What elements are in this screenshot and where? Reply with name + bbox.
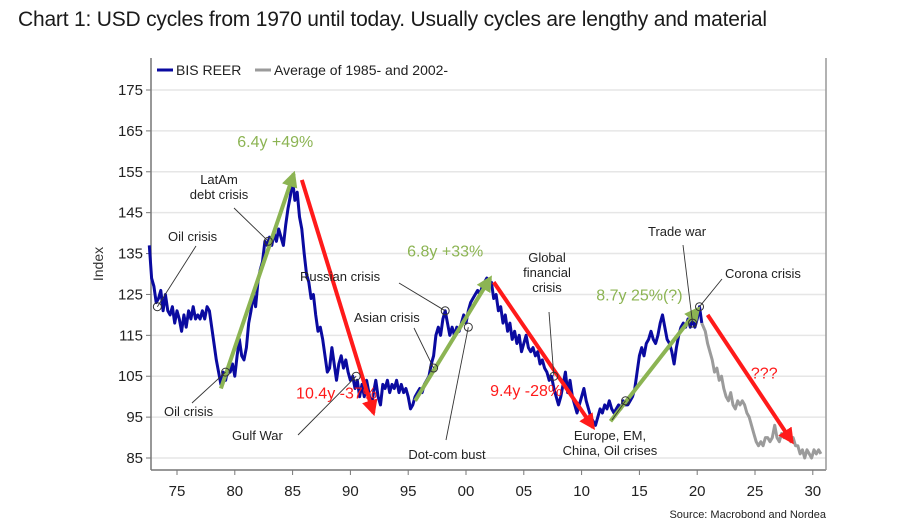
annotation-leader-line	[297, 375, 357, 436]
annotation-label: Gulf War	[232, 428, 283, 443]
downtrend-arrow	[492, 281, 595, 430]
y-tick-label: 115	[119, 327, 143, 344]
annotation-leader-line	[398, 282, 446, 312]
annotation-leader-line	[191, 371, 226, 404]
annotation-leader-line	[548, 311, 555, 377]
annotation-label: Russian crisis	[300, 269, 381, 284]
arrow-group: 6.4y +49% 10.4y -37% 6.8y +33% 9.4y -28% 8.7…	[219, 134, 794, 445]
y-tick-label: 125	[118, 286, 143, 303]
annotation-label: crisis	[532, 280, 562, 295]
uptrend-arrow	[413, 275, 492, 402]
annotation-marker	[351, 371, 361, 381]
source-note: Source: Macrobond and Nordea	[669, 509, 826, 521]
annotation-label: Asian crisis	[354, 310, 420, 325]
legend-label-average: Average of 1985- and 2002-	[274, 62, 448, 78]
y-tick-label: 145	[118, 205, 143, 222]
annotation-label: financial	[523, 265, 571, 280]
annotation-marker	[463, 322, 473, 332]
annotation-leader-line	[156, 245, 197, 307]
annotation-label: Dot-com bust	[408, 447, 486, 462]
annotation-label: China, Oil crises	[563, 443, 658, 458]
cycle-label: 9.4y -28%	[490, 383, 562, 400]
annotation-marker	[152, 302, 162, 312]
x-tick-label: 95	[400, 483, 417, 500]
cycle-label: 6.8y +33%	[407, 243, 483, 260]
annotation-marker	[688, 318, 698, 328]
annotation-marker	[695, 302, 705, 312]
annotation-marker	[221, 367, 231, 377]
uptrend-arrow	[608, 306, 701, 423]
annotation-label: Global	[528, 250, 566, 265]
axes: 85 95 105 115 125 135 145 155 165 175 75 80 85 90 95 00…	[118, 58, 827, 500]
annotation-leader-line	[445, 327, 469, 441]
legend-label-bis-reer: BIS REER	[176, 62, 241, 78]
annotation-label: LatAm	[200, 172, 238, 187]
annotation-label: Corona crisis	[725, 266, 801, 281]
x-tick-label: 00	[458, 483, 475, 500]
x-tick-label: 75	[169, 483, 186, 500]
annotation-leader-line	[682, 244, 694, 324]
x-tick-label: 80	[226, 483, 243, 500]
x-tick-label: 30	[804, 483, 821, 500]
y-tick-label: 105	[118, 368, 143, 385]
annotation-marker	[429, 363, 439, 373]
annotation-marker	[263, 236, 273, 246]
x-tick-label: 05	[515, 483, 532, 500]
annotation-marker	[549, 371, 559, 381]
annotation-label: Europe, EM,	[574, 428, 646, 443]
y-tick-label: 155	[118, 164, 143, 181]
downtrend-arrow	[705, 313, 794, 445]
annotation-leader-line	[233, 207, 269, 242]
annotation-leader-line	[413, 327, 435, 369]
annotation-marker	[440, 306, 450, 316]
series-group	[147, 178, 823, 460]
annotation-label: Trade war	[648, 224, 707, 239]
annotation-label: Oil crisis	[164, 404, 214, 419]
y-tick-label: 165	[118, 123, 143, 140]
annotation-label: debt crisis	[190, 187, 249, 202]
annotation-label: Oil crisis	[168, 229, 218, 244]
cycle-label: ???	[751, 365, 778, 382]
annotation-marker	[621, 396, 631, 406]
y-tick-label: 135	[118, 246, 143, 263]
legend: BIS REER Average of 1985- and 2002-	[157, 62, 448, 78]
gridlines	[151, 89, 826, 459]
series-line-average	[700, 322, 823, 460]
cycle-label: 8.7y 25%(?)	[596, 288, 682, 305]
x-tick-label: 15	[631, 483, 648, 500]
cycle-label: 6.4y +49%	[237, 134, 313, 151]
x-tick-label: 90	[342, 483, 359, 500]
x-tick-label: 85	[284, 483, 301, 500]
y-tick-label: 175	[118, 82, 143, 99]
chart-title: Chart 1: USD cycles from 1970 until toda…	[18, 8, 767, 31]
y-tick-label: 85	[126, 450, 143, 467]
x-tick-label: 10	[573, 483, 590, 500]
downtrend-arrow	[299, 179, 378, 417]
x-tick-label: 20	[689, 483, 706, 500]
y-tick-label: 95	[126, 409, 143, 426]
x-tick-label: 25	[747, 483, 764, 500]
annotation-leader-line	[699, 278, 723, 308]
uptrend-arrow	[219, 170, 298, 390]
y-axis-label: Index	[90, 247, 106, 281]
cycle-label: 10.4y -37%	[296, 385, 377, 402]
